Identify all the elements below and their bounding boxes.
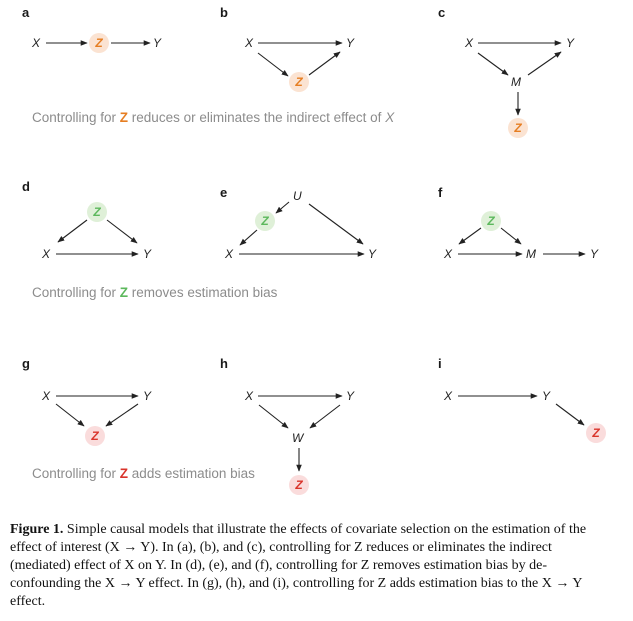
- node-x: X: [41, 389, 51, 403]
- node-z-mediator: Z: [513, 121, 522, 135]
- panel-i: i X Y Z: [438, 356, 606, 443]
- node-x: X: [244, 389, 254, 403]
- panel-label-d: d: [22, 179, 30, 194]
- causal-diagrams-figure: a X Z Y b X Y Z c X Y M Z Controlling fo…: [22, 5, 606, 495]
- node-z-collider: Z: [90, 429, 99, 443]
- panel-label-i: i: [438, 356, 442, 371]
- edge-z-to-x: [57, 219, 88, 243]
- edge-z-to-x: [239, 229, 258, 246]
- node-z-confounder: Z: [92, 205, 101, 219]
- panel-label-c: c: [438, 5, 445, 20]
- node-z-confounder: Z: [486, 214, 495, 228]
- panel-label-b: b: [220, 5, 228, 20]
- edge-y-to-z: [105, 403, 139, 427]
- panel-d: d Z X Y: [22, 179, 152, 261]
- node-x: X: [31, 36, 41, 50]
- panel-e: e U Z X Y: [220, 185, 377, 261]
- node-x: X: [41, 247, 51, 261]
- row1-caption: Controlling for Z reduces or eliminates …: [32, 110, 395, 125]
- confounder-z-node-circle: [255, 211, 275, 231]
- edge-x-to-z: [257, 52, 289, 77]
- node-x: X: [443, 247, 453, 261]
- panel-b: b X Y Z: [220, 5, 355, 92]
- node-y: Y: [368, 247, 377, 261]
- node-y: Y: [566, 36, 575, 50]
- panel-c: c X Y M Z: [438, 5, 575, 138]
- node-y: Y: [590, 247, 599, 261]
- edge-z-to-m: [500, 227, 522, 245]
- panel-label-h: h: [220, 356, 228, 371]
- edge-z-to-y: [308, 51, 341, 76]
- node-y: Y: [143, 389, 152, 403]
- edge-z-to-x: [458, 227, 482, 245]
- collider-z-node-circle: [289, 475, 309, 495]
- edge-y-to-z: [555, 403, 585, 426]
- edge-x-to-m: [477, 52, 509, 76]
- mediator-z-node-circle: [89, 33, 109, 53]
- edge-z-to-y: [106, 219, 138, 244]
- edge-m-to-y: [527, 51, 562, 76]
- node-y: Y: [346, 389, 355, 403]
- panel-f: f Z X M Y: [438, 185, 599, 261]
- mediator-z-node-circle: [508, 118, 528, 138]
- figure-caption-text: Simple causal models that illustrate the…: [10, 522, 587, 609]
- figure-caption: Figure 1. Simple causal models that illu…: [10, 521, 610, 611]
- panel-label-a: a: [22, 5, 30, 20]
- node-y: Y: [542, 389, 551, 403]
- panel-label-e: e: [220, 185, 227, 200]
- edge-u-to-y: [308, 203, 364, 245]
- node-z-mediator: Z: [294, 75, 303, 89]
- panel-g: g X Y Z: [22, 356, 152, 446]
- panel-label-f: f: [438, 185, 443, 200]
- node-w: W: [292, 431, 305, 445]
- node-x: X: [464, 36, 474, 50]
- node-y: Y: [153, 36, 162, 50]
- collider-z-node-circle: [85, 426, 105, 446]
- node-z-collider: Z: [294, 478, 303, 492]
- edge-x-to-w: [258, 404, 289, 429]
- node-m: M: [526, 247, 536, 261]
- node-u: U: [293, 189, 302, 203]
- node-x: X: [443, 389, 453, 403]
- confounder-z-node-circle: [481, 211, 501, 231]
- panel-h: h X Y W Z: [220, 356, 355, 495]
- panel-label-g: g: [22, 356, 30, 371]
- node-z-confounder: Z: [260, 214, 269, 228]
- node-z-mediator: Z: [94, 36, 103, 50]
- panel-a: a X Z Y: [22, 5, 162, 53]
- node-y: Y: [143, 247, 152, 261]
- node-y: Y: [346, 36, 355, 50]
- node-x: X: [224, 247, 234, 261]
- node-m: M: [511, 75, 521, 89]
- node-z-collider: Z: [591, 426, 600, 440]
- mediator-z-node-circle: [289, 72, 309, 92]
- edge-x-to-z: [55, 403, 85, 427]
- row3-caption: Controlling for Z adds estimation bias: [32, 466, 255, 481]
- node-x: X: [244, 36, 254, 50]
- row2-caption: Controlling for Z removes estimation bia…: [32, 285, 278, 300]
- collider-z-node-circle: [586, 423, 606, 443]
- edge-y-to-w: [309, 404, 341, 429]
- edge-u-to-z: [275, 201, 290, 214]
- confounder-z-node-circle: [87, 202, 107, 222]
- figure-caption-label: Figure 1.: [10, 522, 64, 537]
